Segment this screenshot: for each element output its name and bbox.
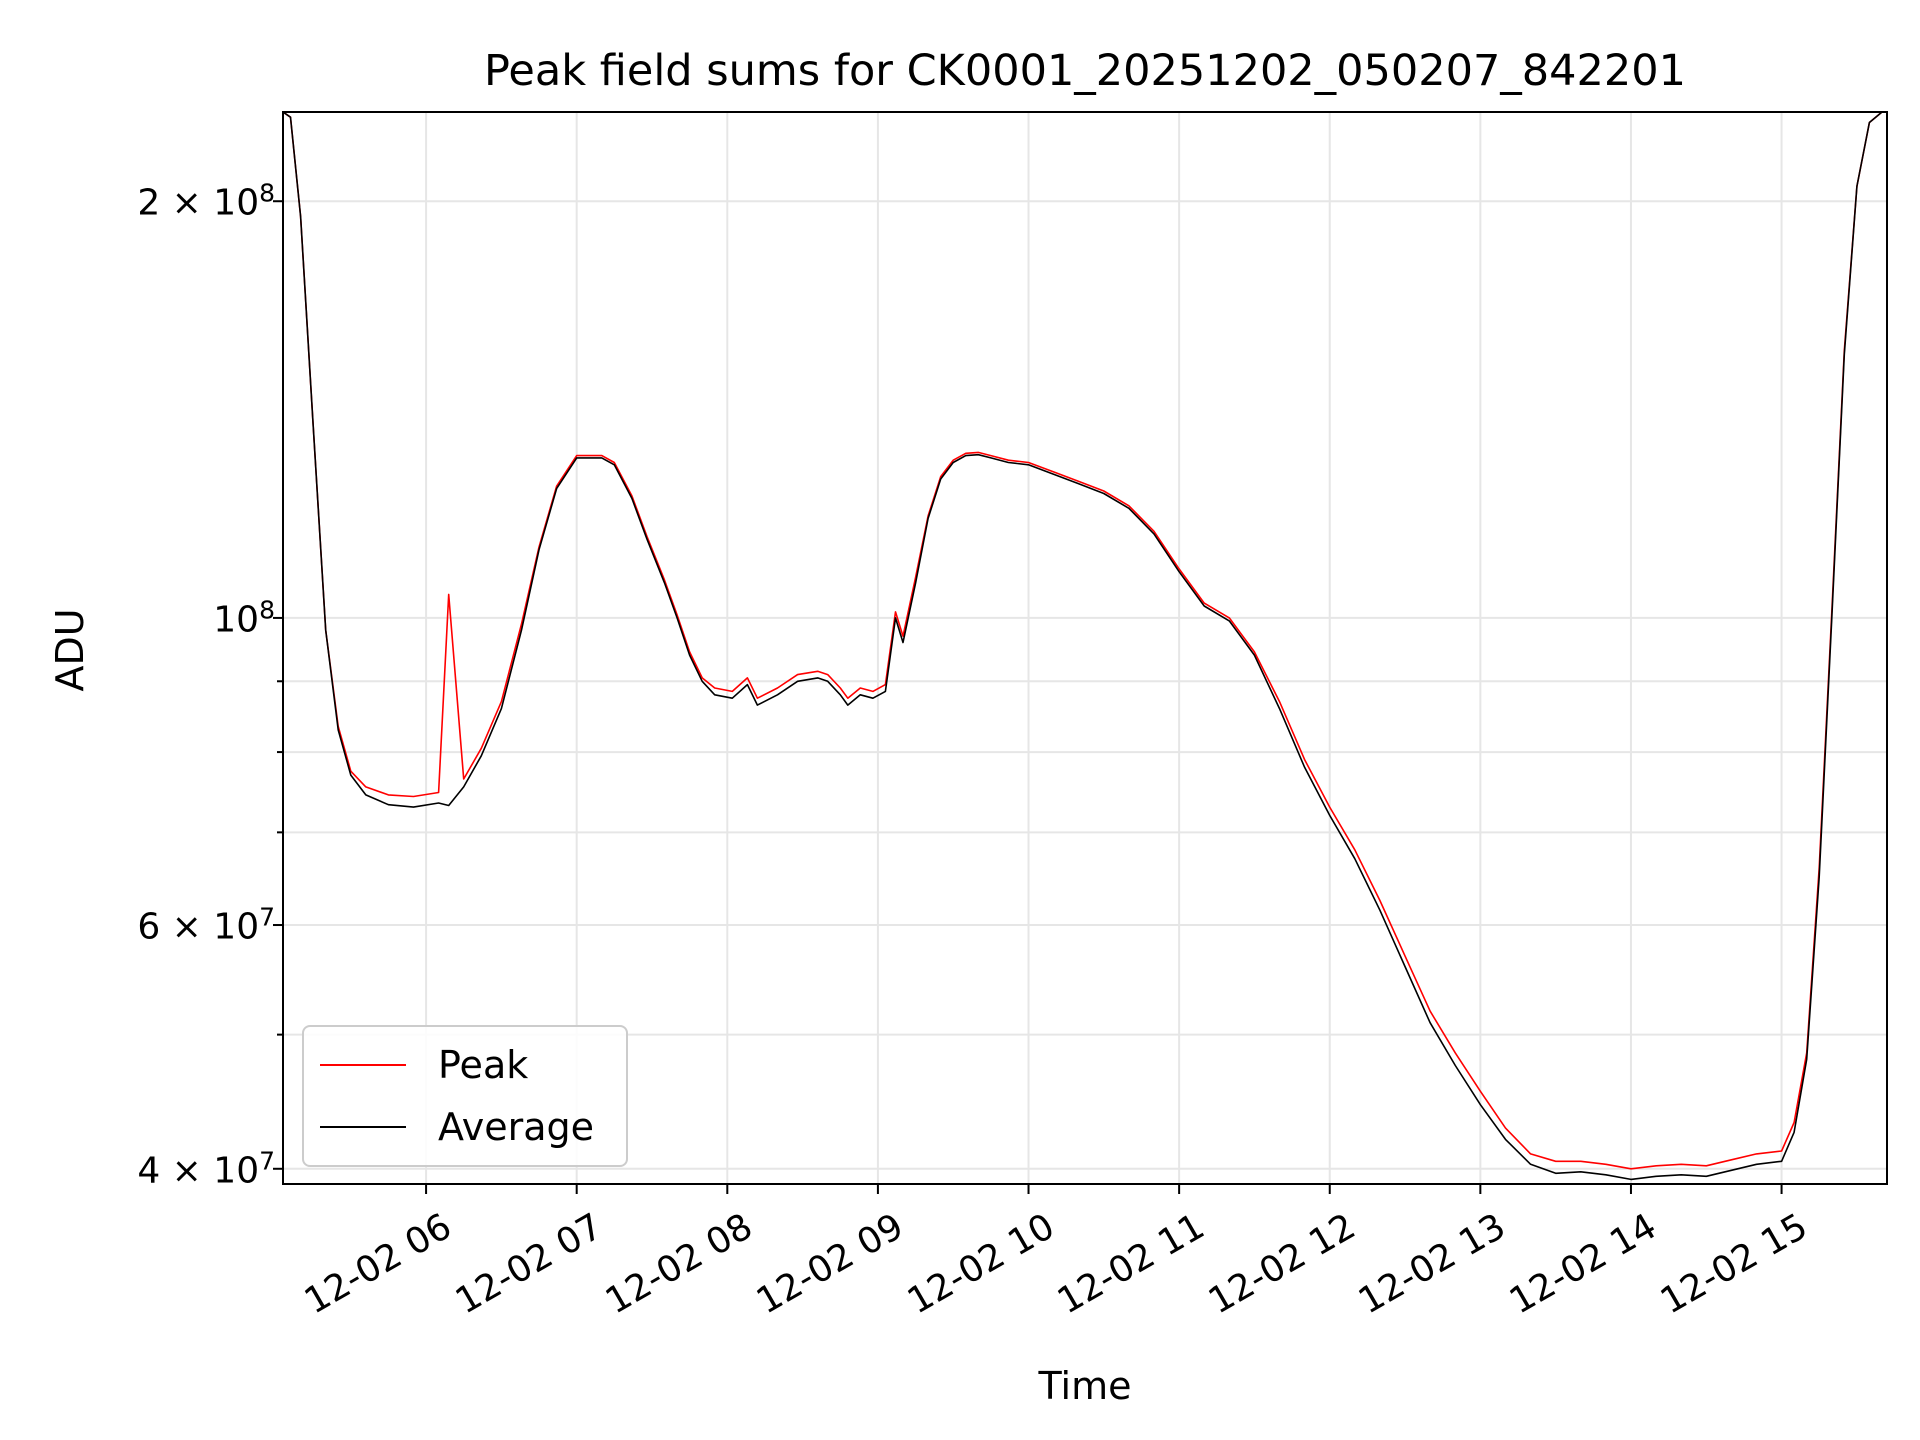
y-tick-label: 4 × 107 [137, 1146, 275, 1192]
chart-title: Peak field sums for CK0001_20251202_0502… [484, 46, 1686, 96]
y-tick-label: 6 × 107 [137, 902, 275, 948]
y-tick-label: 108 [213, 595, 275, 641]
grid-lines [283, 112, 1887, 1184]
plot-area [283, 112, 1883, 1181]
legend-swatch-average [320, 1126, 406, 1128]
legend: Peak Average [302, 1025, 628, 1167]
legend-item-average: Average [304, 1105, 626, 1149]
legend-label-peak: Peak [438, 1043, 529, 1087]
axes-frame [282, 111, 1888, 1185]
axis-ticks [273, 200, 1783, 1194]
series-line-average [283, 112, 1883, 1181]
legend-item-peak: Peak [304, 1043, 626, 1087]
y-axis-label: ADU [48, 608, 92, 692]
y-tick-label: 2 × 108 [137, 178, 275, 224]
series-line-peak [283, 112, 1883, 1170]
legend-swatch-peak [320, 1064, 406, 1066]
x-axis-label: Time [1038, 1364, 1132, 1408]
legend-label-average: Average [438, 1105, 595, 1149]
